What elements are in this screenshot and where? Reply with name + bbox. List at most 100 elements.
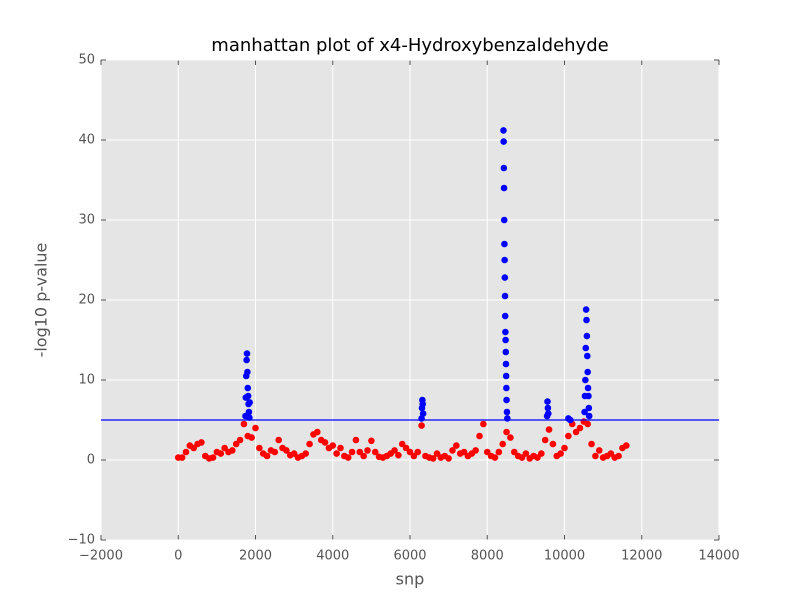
- point: [584, 420, 591, 428]
- point: [502, 360, 510, 368]
- point: [585, 412, 593, 420]
- point: [595, 447, 603, 454]
- point: [449, 447, 456, 454]
- y-tick-label: 50: [78, 53, 95, 68]
- point: [419, 400, 427, 408]
- point: [561, 444, 568, 452]
- point: [500, 216, 508, 224]
- point: [302, 450, 310, 457]
- point: [256, 444, 263, 452]
- point: [306, 440, 313, 448]
- point: [557, 450, 564, 457]
- point: [480, 420, 487, 428]
- point: [585, 392, 592, 400]
- point: [453, 442, 460, 449]
- point: [263, 452, 271, 460]
- x-tick-label: 6000: [393, 549, 426, 564]
- point: [182, 448, 190, 456]
- point: [500, 127, 507, 134]
- point: [418, 422, 425, 429]
- x-tick-label: 14000: [698, 549, 739, 564]
- point: [503, 408, 511, 416]
- point: [371, 448, 379, 456]
- point: [391, 447, 398, 454]
- point: [395, 451, 402, 459]
- point: [545, 426, 553, 433]
- y-tick-label: 40: [78, 133, 95, 148]
- point: [502, 328, 509, 336]
- point: [229, 447, 236, 454]
- x-tick-label: 2000: [239, 549, 272, 564]
- point: [243, 350, 251, 357]
- point: [503, 384, 510, 392]
- point: [495, 448, 503, 456]
- point: [499, 440, 507, 448]
- point: [337, 444, 344, 452]
- point: [245, 408, 253, 416]
- point: [360, 452, 367, 460]
- point: [248, 434, 255, 441]
- point: [445, 455, 452, 462]
- point: [584, 368, 591, 376]
- y-tick-label: 0: [87, 453, 95, 468]
- point: [502, 348, 510, 356]
- point: [243, 356, 250, 364]
- point: [501, 240, 508, 248]
- point: [504, 415, 511, 422]
- point: [244, 392, 252, 400]
- point: [544, 398, 551, 405]
- point: [581, 408, 588, 416]
- point: [522, 450, 530, 457]
- y-tick-label: 20: [78, 293, 95, 308]
- point: [585, 404, 593, 412]
- point: [246, 399, 254, 406]
- point: [501, 256, 508, 264]
- point: [501, 274, 509, 281]
- point: [252, 424, 259, 432]
- point: [503, 396, 510, 404]
- point: [275, 436, 282, 444]
- point: [236, 436, 244, 444]
- point: [368, 437, 375, 445]
- point: [583, 316, 590, 324]
- point: [217, 450, 225, 457]
- point: [364, 447, 371, 454]
- point: [314, 428, 321, 436]
- point: [352, 436, 360, 444]
- point: [538, 450, 545, 457]
- point: [348, 448, 356, 456]
- point: [501, 312, 509, 320]
- point: [429, 455, 437, 462]
- point: [500, 184, 508, 192]
- point: [565, 432, 572, 440]
- point: [544, 404, 552, 412]
- point: [476, 432, 483, 440]
- point: [500, 164, 508, 172]
- point: [544, 410, 552, 417]
- point: [271, 448, 279, 456]
- point: [333, 450, 340, 457]
- point: [501, 292, 509, 300]
- x-tick-label: 0: [174, 549, 182, 564]
- point: [419, 410, 427, 417]
- point: [491, 454, 499, 461]
- point: [615, 452, 622, 460]
- point: [244, 384, 252, 392]
- y-axis-label: -log10 p-value: [32, 243, 51, 358]
- point: [502, 372, 510, 380]
- y-tick-label: −10: [68, 533, 95, 548]
- point: [592, 452, 599, 460]
- x-axis-label: snp: [396, 570, 425, 589]
- point: [588, 440, 595, 448]
- point: [582, 344, 590, 352]
- chart-title: manhattan plot of x4-Hydroxybenzaldehyde: [211, 35, 608, 56]
- y-tick-label: 30: [78, 213, 95, 228]
- point: [240, 420, 248, 428]
- point: [344, 454, 352, 461]
- y-tick-label: 10: [78, 373, 95, 388]
- point: [583, 332, 591, 340]
- point: [321, 439, 329, 446]
- point: [623, 442, 630, 449]
- x-tick-label: 12000: [621, 549, 662, 564]
